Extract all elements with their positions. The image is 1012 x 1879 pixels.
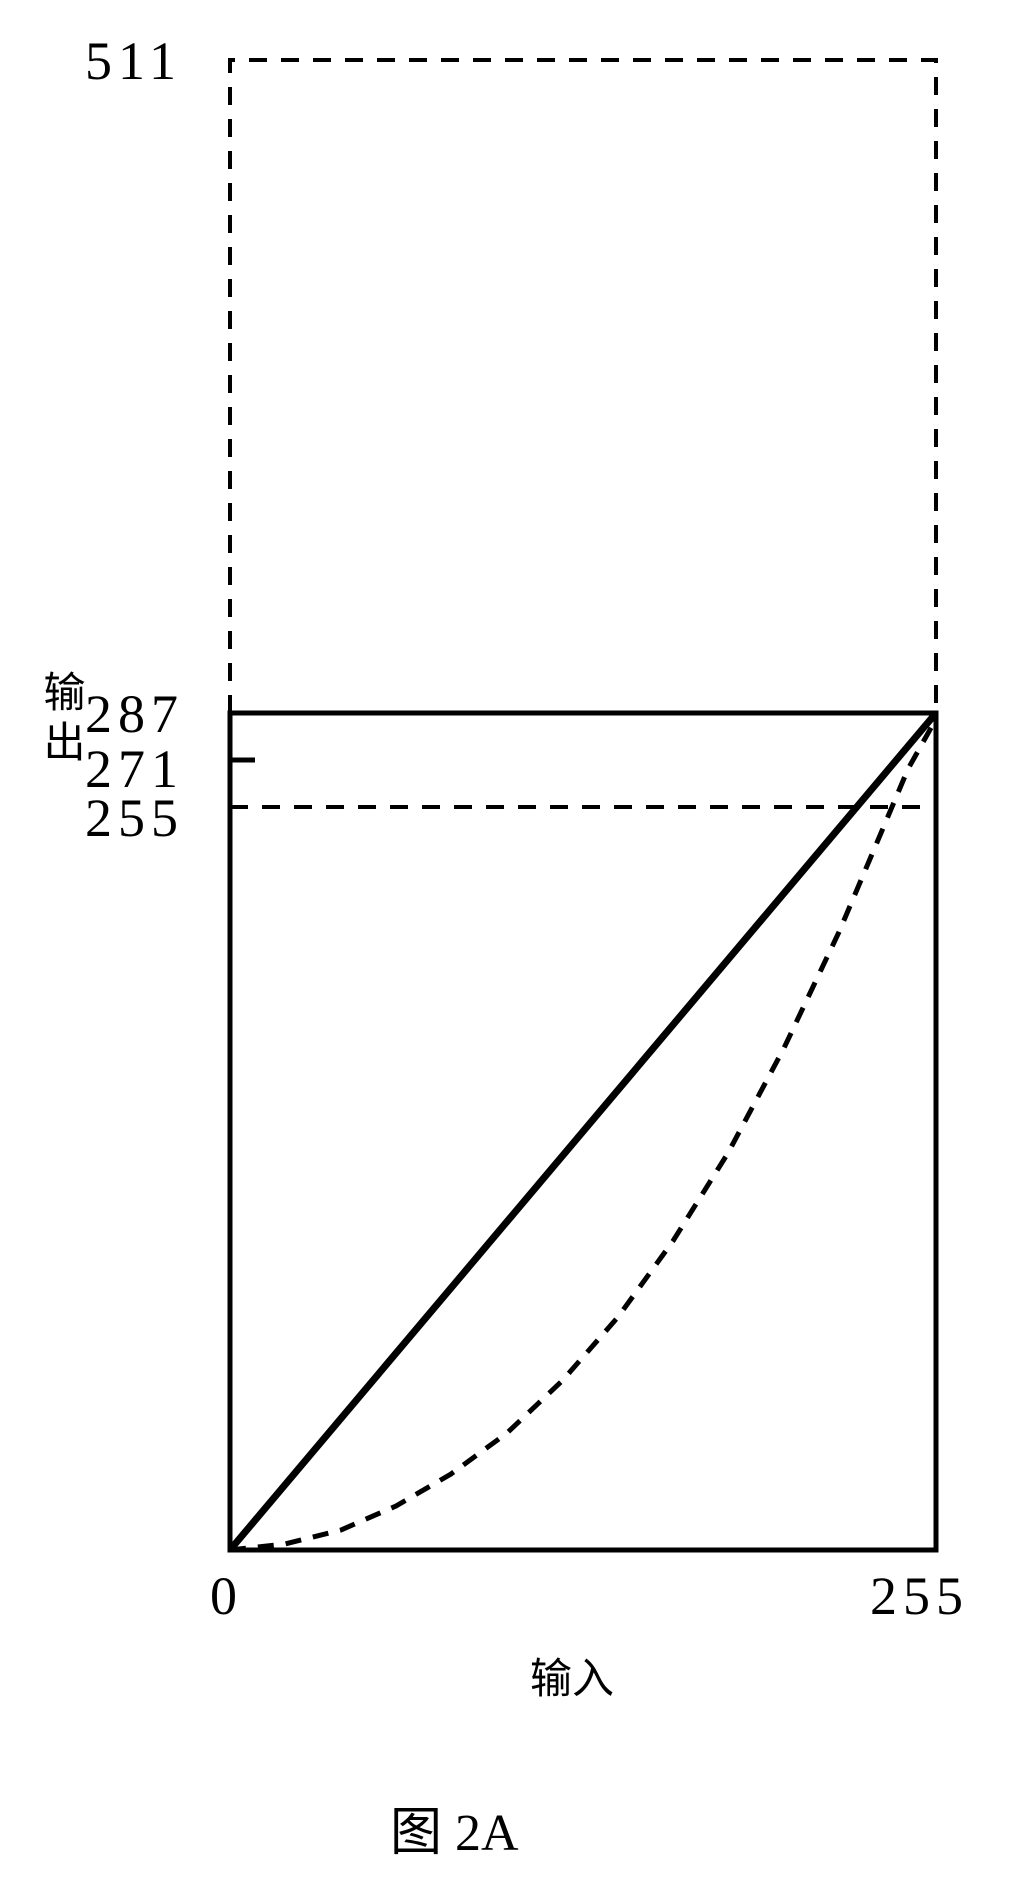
chart-svg [50,20,970,1720]
x-tick-label-0: 0 [210,1565,243,1627]
x-axis-title: 输入 [530,1645,614,1706]
linear-solid-line [230,713,936,1550]
dashed-upper-box [230,60,936,713]
y-tick-label-511: 511 [85,30,182,92]
y-tick-label-287: 287 [85,683,184,745]
y-tick-label-255: 255 [85,787,184,849]
figure-caption: 图 2A [390,1790,519,1865]
chart-container: /* hide the rough quadratic path, keep p… [50,20,970,1720]
y-axis-title: 输出 [30,670,91,770]
x-tick-label-255: 255 [870,1565,969,1627]
